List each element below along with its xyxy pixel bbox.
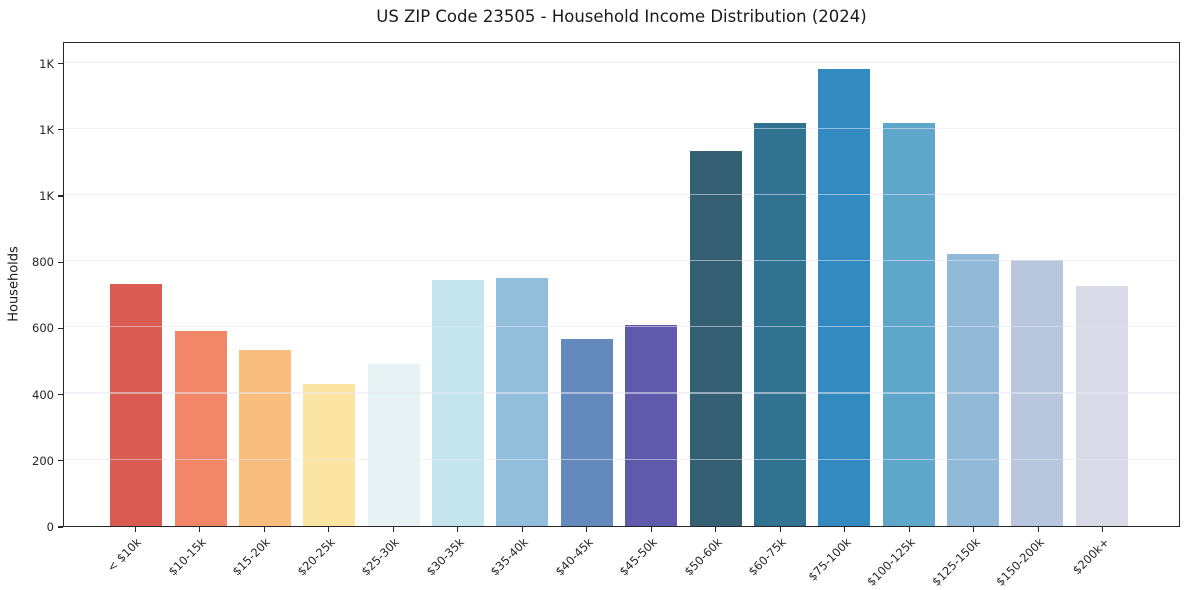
- bar-cell: [812, 43, 876, 526]
- bar-cell: [941, 43, 1005, 526]
- y-tick-mark: [58, 195, 63, 197]
- bar: [818, 69, 871, 526]
- bar-cell: [1070, 43, 1134, 526]
- bar-cell: [1005, 43, 1069, 526]
- bar-cell: [426, 43, 490, 526]
- bar: [303, 383, 356, 526]
- x-tick-mark: [392, 527, 394, 532]
- bar: [110, 283, 163, 526]
- y-tick-mark: [58, 261, 63, 263]
- bar: [882, 122, 935, 526]
- y-tick-label: 800: [32, 255, 54, 270]
- bar-cell: [683, 43, 747, 526]
- x-tick-mark: [1037, 527, 1039, 532]
- y-tick-mark: [58, 393, 63, 396]
- bar-cell: [233, 43, 297, 526]
- x-tick-mark: [586, 527, 588, 532]
- x-tick-mark: [1102, 527, 1104, 532]
- bar: [947, 254, 1000, 526]
- bar: [560, 339, 613, 526]
- bars-region: [104, 43, 1134, 526]
- y-tick-mark: [58, 327, 63, 329]
- y-tick-label: 1K: [39, 188, 54, 203]
- bar-cell: [555, 43, 619, 526]
- bar-cell: [748, 43, 812, 526]
- x-tick-mark: [650, 527, 652, 532]
- bar-cell: [168, 43, 232, 526]
- x-tick-mark: [521, 527, 523, 532]
- y-tick-label: 1K: [39, 56, 54, 71]
- bar: [1075, 286, 1128, 526]
- y-tick-label: 0: [46, 520, 54, 534]
- y-tick-mark: [58, 129, 63, 131]
- bar: [432, 280, 485, 526]
- x-tick-mark: [457, 527, 459, 532]
- bar-cell: [362, 43, 426, 526]
- x-tick-mark: [844, 527, 846, 532]
- y-tick-label: 200: [32, 453, 54, 468]
- x-tick-mark: [328, 527, 330, 532]
- bar: [1011, 259, 1064, 526]
- chart-title: US ZIP Code 23505 - Household Income Dis…: [376, 7, 867, 26]
- bar: [496, 278, 549, 526]
- x-tick-mark: [715, 527, 717, 532]
- bar: [753, 123, 806, 526]
- bar-cell: [877, 43, 941, 526]
- y-tick-label: 400: [32, 387, 54, 402]
- x-tick-mark: [199, 527, 201, 532]
- bar-cell: [619, 43, 683, 526]
- y-tick-mark: [58, 526, 63, 528]
- y-tick-mark: [58, 62, 63, 65]
- bar: [689, 150, 742, 526]
- y-tick-label: 1K: [39, 122, 54, 137]
- bar: [367, 363, 420, 526]
- x-tick-mark: [263, 527, 265, 532]
- y-tick-mark: [58, 460, 63, 462]
- bar-cell: [490, 43, 554, 526]
- bar: [625, 324, 678, 526]
- x-tick-mark: [973, 527, 975, 532]
- y-tick-label: 600: [32, 321, 54, 336]
- x-tick-mark: [779, 527, 781, 532]
- bar-cell: [104, 43, 168, 526]
- bar: [174, 331, 227, 526]
- x-tick-label: < $10k: [104, 535, 145, 575]
- x-tick-mark: [134, 527, 136, 532]
- x-tick-mark: [908, 527, 910, 532]
- bar: [238, 350, 291, 526]
- bar-cell: [297, 43, 361, 526]
- plot-area: [63, 42, 1180, 527]
